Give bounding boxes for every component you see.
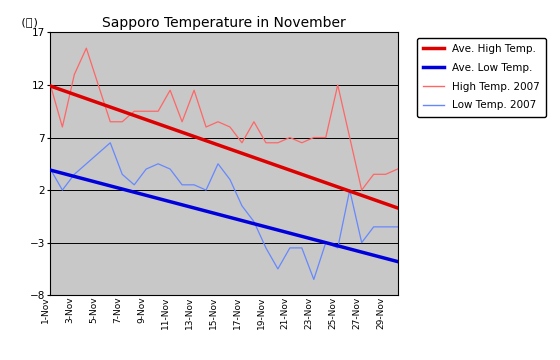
Text: (℃): (℃): [19, 17, 39, 27]
Legend: Ave. High Temp., Ave. Low Temp., High Temp. 2007, Low Temp. 2007: Ave. High Temp., Ave. Low Temp., High Te…: [417, 37, 546, 117]
Title: Sapporo Temperature in November: Sapporo Temperature in November: [102, 16, 346, 30]
